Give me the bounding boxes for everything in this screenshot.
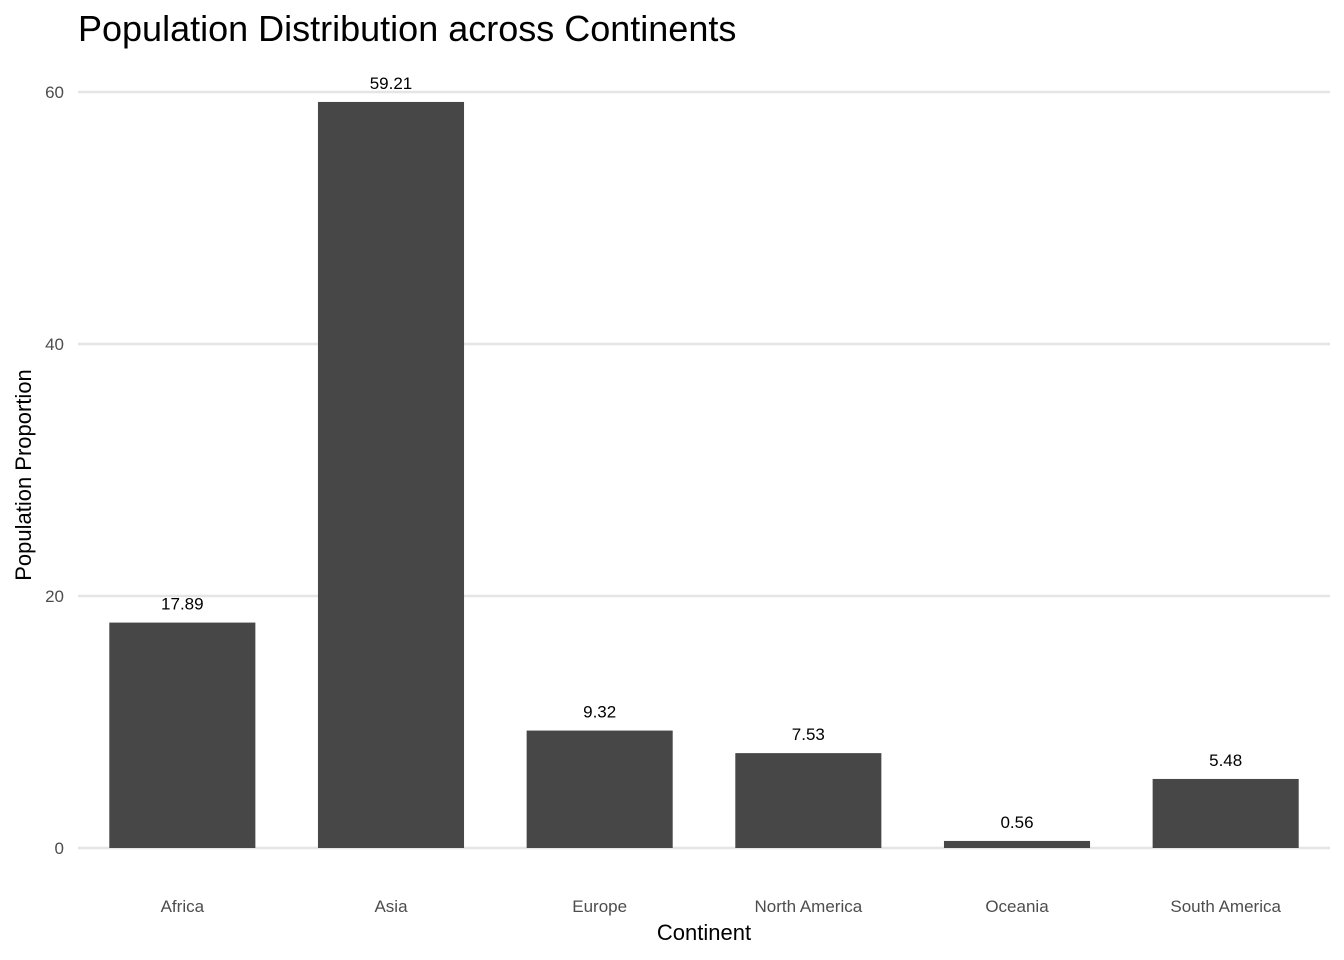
- bar: [943, 840, 1091, 848]
- bar: [1152, 778, 1299, 848]
- data-label: 59.21: [370, 74, 413, 93]
- data-label: 0.56: [1000, 813, 1033, 832]
- y-tick-labels: 0 20 40 60: [45, 83, 64, 858]
- bar: [526, 730, 673, 848]
- y-tick-label: 60: [45, 83, 64, 102]
- x-tick-label: North America: [754, 897, 862, 916]
- x-tick-label: Europe: [572, 897, 627, 916]
- data-labels: 17.89 59.21 9.32 7.53 0.56 5.48: [161, 74, 1242, 832]
- data-label: 17.89: [161, 595, 204, 614]
- bar: [735, 753, 882, 848]
- x-tick-label: Oceania: [985, 897, 1049, 916]
- bar: [109, 622, 256, 848]
- x-axis-label: Continent: [656, 920, 752, 945]
- x-tick-label: South America: [1170, 897, 1281, 916]
- x-tick-label: Africa: [161, 897, 205, 916]
- x-tick-labels: Africa Asia Europe North America Oceania Sout…: [161, 897, 1282, 916]
- y-tick-label: 20: [45, 587, 64, 606]
- bar: [317, 101, 465, 849]
- data-label: 7.53: [792, 725, 825, 744]
- x-tick-label: Asia: [374, 897, 408, 916]
- chart-title: Population Distribution across Continent…: [78, 8, 737, 49]
- bars: [109, 101, 1299, 849]
- grid-lines: [78, 90, 1330, 850]
- y-tick-label: 0: [55, 839, 64, 858]
- data-label: 9.32: [583, 703, 616, 722]
- y-tick-label: 40: [45, 335, 64, 354]
- data-label: 5.48: [1209, 751, 1242, 770]
